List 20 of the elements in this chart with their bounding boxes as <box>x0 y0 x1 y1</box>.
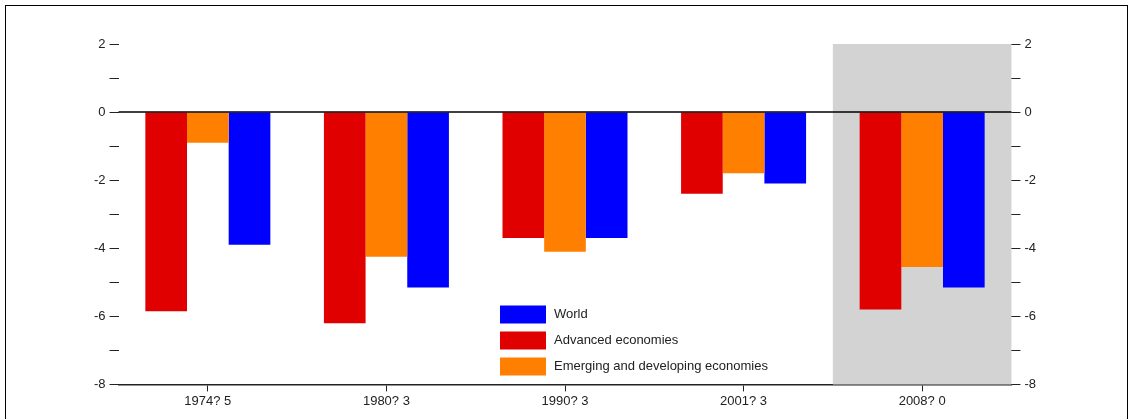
y2-tick-label: 0 <box>1024 103 1032 119</box>
y-tick-label: 0 <box>98 103 106 119</box>
legend-label: Advanced economies <box>554 331 679 347</box>
legend-label: World <box>554 305 588 321</box>
x-tick-label: 1990? 3 <box>541 392 589 408</box>
y2-tick-label: -2 <box>1024 171 1036 187</box>
y2-tick-label: -6 <box>1024 307 1036 323</box>
y-tick-label: -2 <box>94 171 106 187</box>
y2-tick-label: 2 <box>1024 35 1032 51</box>
y2-tick-label: -8 <box>1024 375 1036 391</box>
y-tick-label: -4 <box>94 239 106 255</box>
y2-tick-label: -4 <box>1024 239 1036 255</box>
x-tick-label: 2001? 3 <box>720 392 768 408</box>
y-tick-label: -8 <box>94 375 106 391</box>
y-tick-label: 2 <box>98 35 106 51</box>
y-tick-label: -6 <box>94 307 106 323</box>
x-tick-label: 1974? 5 <box>184 392 232 408</box>
legend-label: Emerging and developing economies <box>554 357 769 373</box>
x-tick-label: 2008? 0 <box>898 392 946 408</box>
x-tick-label: 1980? 3 <box>362 392 410 408</box>
